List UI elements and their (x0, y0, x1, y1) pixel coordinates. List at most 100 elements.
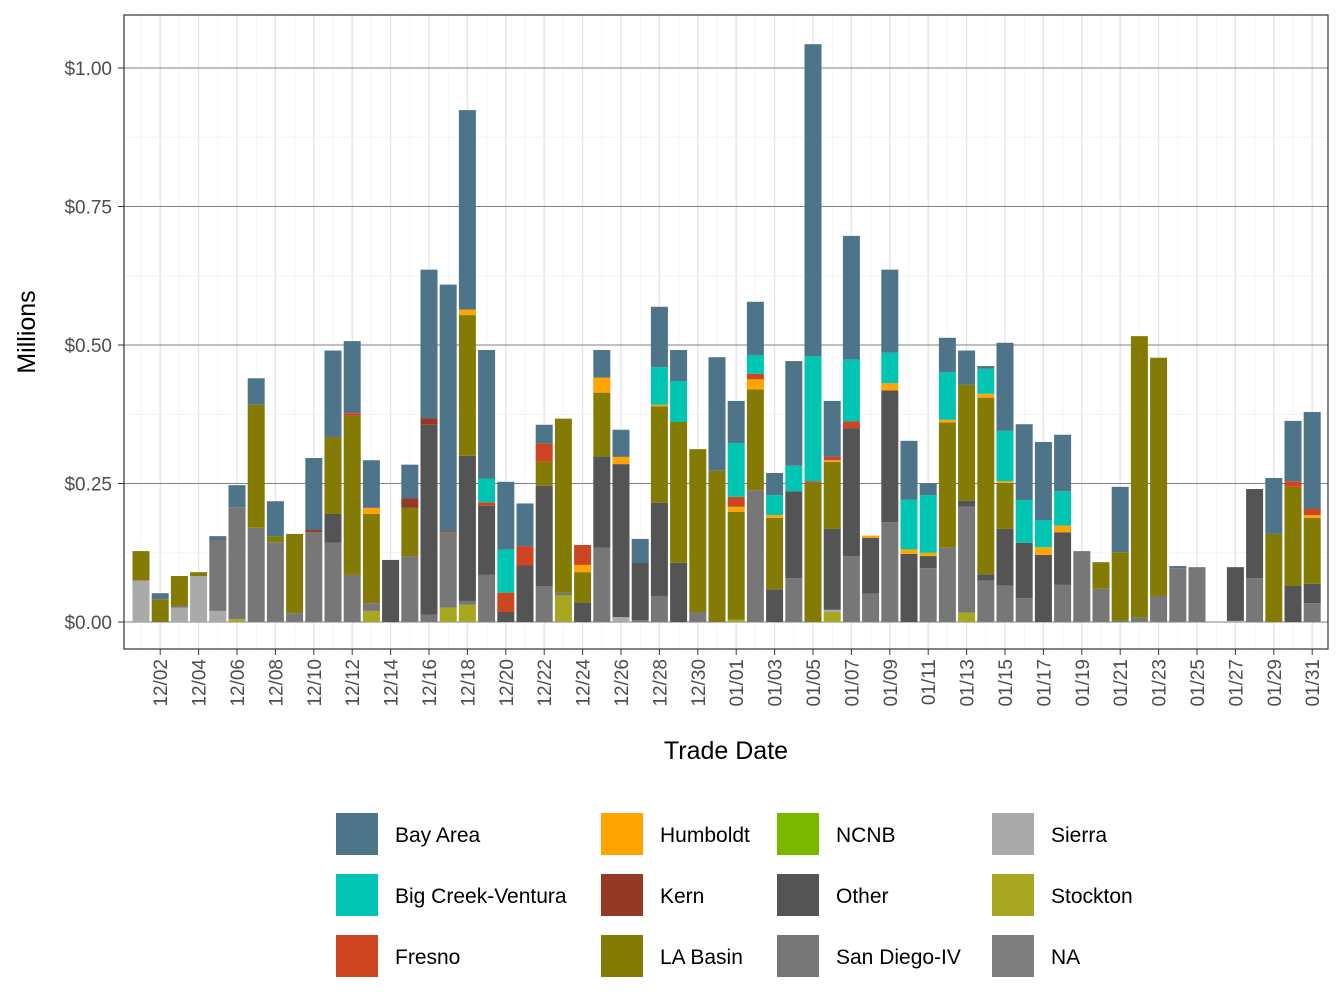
bar-segment-bay-area (977, 366, 995, 369)
bar-segment-bay-area (612, 429, 630, 457)
bar-stack-12-04 (190, 572, 208, 622)
x-tick-label: 12/06 (228, 659, 249, 707)
bar-segment-san-diego-iv (881, 522, 899, 622)
bar-stack-01-28 (1246, 489, 1264, 622)
bar-segment-san-diego-iv (631, 620, 649, 622)
bar-stack-01-01 (727, 400, 745, 622)
y-tick-label: $0.75 (64, 198, 112, 219)
bar-segment-big-creek-ventura (1054, 491, 1072, 526)
bar-segment-sierra (170, 607, 188, 622)
bar-segment-san-diego-iv (1169, 568, 1187, 622)
bar-segment-san-diego-iv (324, 542, 342, 622)
bar-stack-01-08 (862, 535, 880, 622)
bar-segment-fresno (516, 546, 534, 566)
bar-stack-01-13 (958, 350, 976, 622)
bar-stack-01-21 (1111, 486, 1129, 622)
bar-segment-san-diego-iv (439, 532, 457, 608)
bar-segment-la-basin (170, 576, 188, 606)
bar-segment-san-diego-iv (919, 568, 937, 622)
bar-segment-big-creek-ventura (842, 359, 860, 422)
bar-segment-san-diego-iv (554, 592, 572, 596)
bar-stack-01-23 (1150, 357, 1168, 622)
x-tick-label: 12/02 (151, 659, 172, 707)
bar-segment-bay-area (593, 349, 611, 378)
bar-segment-other (766, 589, 784, 622)
bar-segment-other (478, 505, 496, 575)
bar-segment-bay-area (497, 481, 515, 550)
bar-segment-other (977, 574, 995, 581)
bar-segment-humboldt (919, 552, 937, 557)
bar-segment-san-diego-iv (420, 614, 438, 622)
bar-segment-bay-area (881, 269, 899, 353)
bar-segment-san-diego-iv (996, 585, 1014, 622)
bar-segment-san-diego-iv (746, 490, 764, 622)
bar-segment-san-diego-iv (209, 540, 227, 611)
bar-segment-la-basin (1150, 357, 1168, 596)
bar-segment-san-diego-iv (650, 595, 668, 622)
bar-segment-bay-area (727, 400, 745, 444)
bar-stack-01-10 (900, 440, 918, 622)
bar-stack-12-15 (401, 464, 419, 622)
x-axis: 12/02 12/04 12/06 12/08 12/10 12/12 12/14 12/16… (151, 649, 1324, 707)
legend-item-stockton: Stockton (992, 874, 1133, 916)
bar-segment-bay-area (919, 483, 937, 496)
x-tick-label: 12/30 (689, 659, 710, 707)
x-tick-label: 01/11 (919, 659, 940, 705)
bar-stack-01-17 (1034, 441, 1052, 622)
bar-segment-san-diego-iv (862, 593, 880, 622)
legend-item-ncnb: NCNB (777, 813, 896, 855)
x-tick-label: 01/13 (958, 659, 979, 707)
legend-item-kern: Kern (601, 874, 704, 916)
bar-segment-la-basin (324, 436, 342, 514)
bar-segment-other (862, 537, 880, 594)
bar-segment-humboldt (1303, 515, 1321, 518)
bar-segment-san-diego-iv (689, 612, 707, 622)
bar-segment-la-basin (593, 392, 611, 457)
bar-segment-humboldt (1034, 547, 1052, 555)
bar-segment-other (842, 428, 860, 557)
bar-stack-12-05 (209, 536, 227, 622)
bar-segment-humboldt (612, 456, 630, 465)
bar-segment-humboldt (823, 460, 841, 462)
bar-stack-01-20 (1092, 562, 1110, 622)
x-tick-label: 01/09 (881, 659, 902, 707)
legend-key (992, 935, 1034, 977)
bar-segment-big-creek-ventura (938, 372, 956, 420)
bar-segment-big-creek-ventura (881, 352, 899, 384)
bar-segment-bay-area (209, 536, 227, 541)
bar-segment-bay-area (708, 357, 726, 471)
bar-segment-bay-area (823, 400, 841, 457)
bar-segment-san-diego-iv (1150, 595, 1168, 622)
bar-segment-bay-area (746, 301, 764, 355)
bar-stack-01-11 (919, 483, 937, 622)
bar-segment-san-diego-iv (343, 574, 361, 622)
legend-label: San Diego-IV (836, 946, 961, 969)
bar-segment-big-creek-ventura (1034, 520, 1052, 548)
legend-label: Fresno (395, 946, 460, 969)
bar-stack-12-08 (266, 501, 284, 622)
bar-segment-la-basin (938, 422, 956, 548)
x-tick-label: 12/04 (190, 659, 211, 707)
bar-stack-12-02 (151, 593, 169, 622)
bar-segment-stockton (823, 612, 841, 622)
x-tick-label: 01/17 (1034, 659, 1055, 707)
legend-label: Sierra (1051, 824, 1107, 847)
bar-segment-la-basin (1265, 533, 1283, 622)
bar-segment-fresno (842, 421, 860, 429)
bar-segment-big-creek-ventura (670, 381, 688, 423)
legend-key (992, 813, 1034, 855)
bar-segment-san-diego-iv (286, 613, 304, 622)
bar-segment-other (535, 485, 553, 586)
bar-segment-big-creek-ventura (746, 354, 764, 374)
bar-segment-fresno (746, 373, 764, 380)
bar-segment-fresno (727, 496, 745, 507)
bar-segment-san-diego-iv (977, 580, 995, 622)
legend-key (336, 874, 378, 916)
bar-segment-fresno (497, 592, 515, 613)
bar-segment-other (958, 500, 976, 507)
bar-segment-san-diego-iv (170, 605, 188, 608)
bar-segment-stockton (958, 612, 976, 622)
bar-stack-12-28 (650, 306, 668, 622)
x-tick-label: 12/20 (497, 659, 518, 707)
bar-segment-san-diego-iv (1015, 598, 1033, 622)
